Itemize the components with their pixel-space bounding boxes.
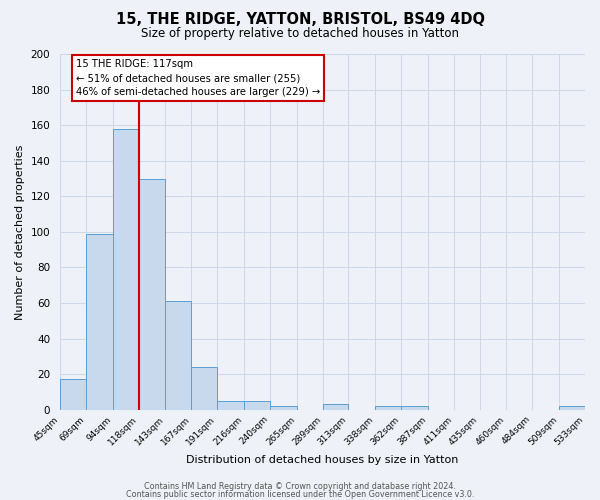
Text: Contains public sector information licensed under the Open Government Licence v3: Contains public sector information licen…: [126, 490, 474, 499]
Text: Size of property relative to detached houses in Yatton: Size of property relative to detached ho…: [141, 28, 459, 40]
Y-axis label: Number of detached properties: Number of detached properties: [15, 144, 25, 320]
Bar: [139, 178, 166, 410]
Bar: [244, 401, 270, 409]
Text: Contains HM Land Registry data © Crown copyright and database right 2024.: Contains HM Land Registry data © Crown c…: [144, 482, 456, 491]
X-axis label: Distribution of detached houses by size in Yatton: Distribution of detached houses by size …: [187, 455, 459, 465]
Bar: [375, 406, 401, 409]
Bar: [270, 406, 296, 409]
Bar: [559, 406, 585, 409]
Bar: [191, 367, 217, 410]
Text: 15 THE RIDGE: 117sqm
← 51% of detached houses are smaller (255)
46% of semi-deta: 15 THE RIDGE: 117sqm ← 51% of detached h…: [76, 60, 320, 98]
Bar: [86, 234, 113, 410]
Bar: [60, 380, 86, 410]
Bar: [401, 406, 428, 409]
Bar: [166, 301, 191, 410]
Bar: [113, 128, 139, 410]
Bar: [217, 401, 244, 409]
Text: 15, THE RIDGE, YATTON, BRISTOL, BS49 4DQ: 15, THE RIDGE, YATTON, BRISTOL, BS49 4DQ: [115, 12, 485, 28]
Bar: [323, 404, 349, 409]
